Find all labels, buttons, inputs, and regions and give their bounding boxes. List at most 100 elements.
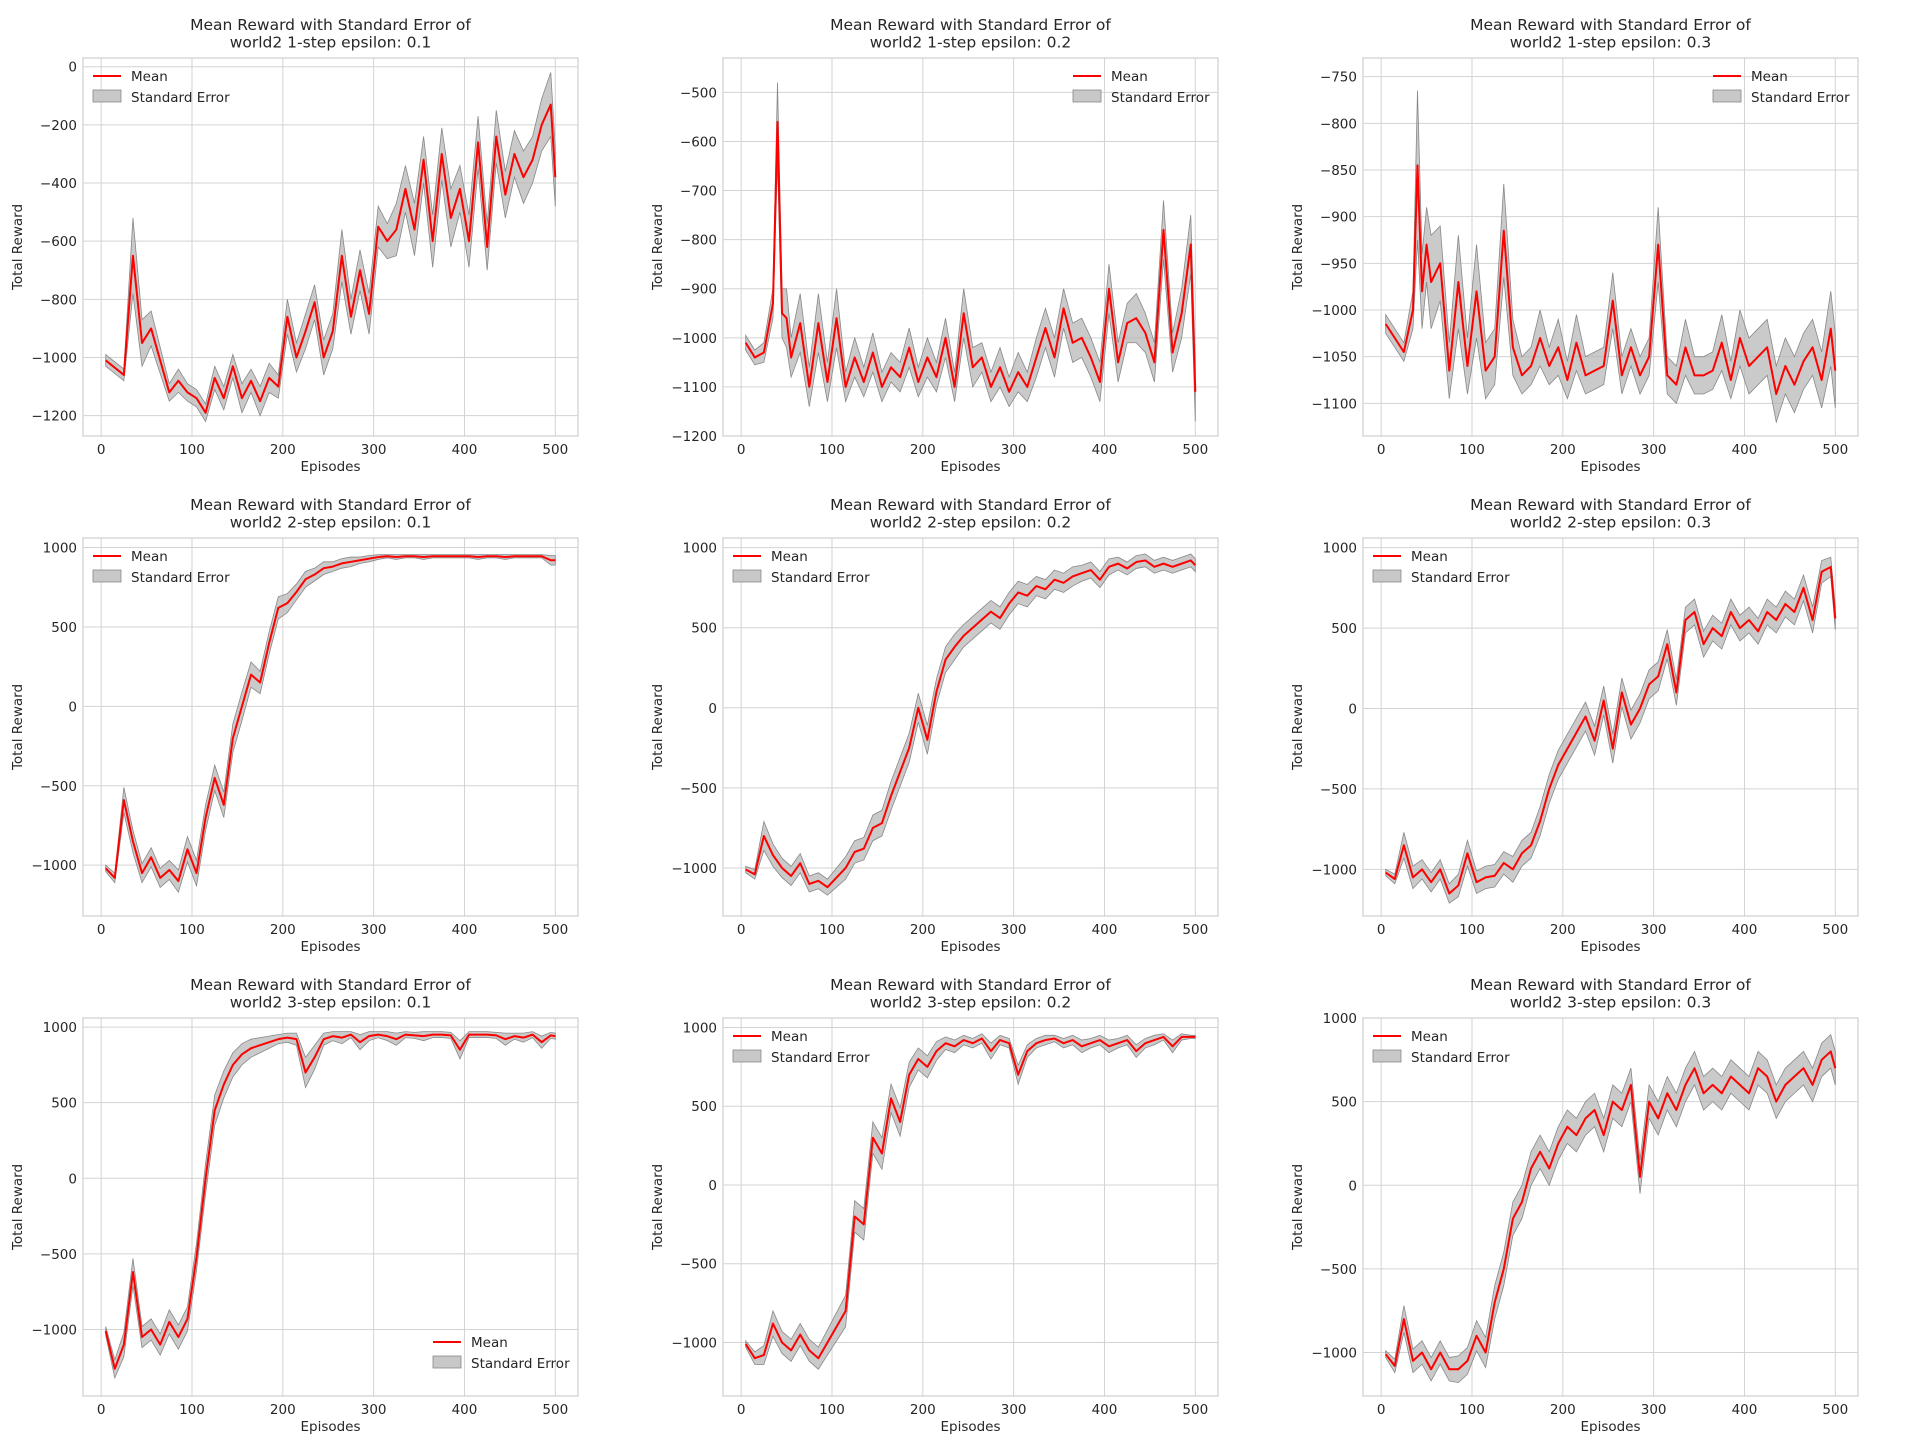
y-tick-label: −900 (1320, 210, 1357, 226)
standard-error-band (1385, 1033, 1836, 1384)
y-tick-label: −1000 (31, 350, 77, 366)
x-tick-label: 0 (1377, 1402, 1386, 1418)
y-tick-label: −1000 (671, 331, 717, 347)
y-tick-label: −950 (1320, 256, 1357, 272)
y-tick-label: 0 (708, 701, 717, 717)
mean-line (745, 559, 1197, 889)
x-tick-label: 100 (819, 1402, 845, 1418)
mean-line (104, 555, 556, 883)
y-tick-label: 500 (51, 1096, 77, 1112)
mean-line (744, 1035, 1196, 1360)
standard-error-band (745, 82, 1196, 422)
legend-se-swatch (1372, 569, 1402, 583)
chart-4: Mean Reward with Standard Error of world2… (10, 496, 579, 955)
chart-title: Mean Reward with Standard Error of world2… (190, 976, 471, 1012)
x-tick-label: 100 (1459, 442, 1485, 458)
mean-line (744, 120, 1197, 393)
x-tick-label: 500 (1182, 1402, 1208, 1418)
y-tick-label: −1000 (671, 1335, 717, 1351)
legend-se-label: Standard Error (1411, 570, 1510, 586)
x-tick-label: 300 (1641, 442, 1667, 458)
legend: Mean Standard Error (92, 549, 230, 586)
plot-frame (1362, 1017, 1859, 1397)
x-tick-label: 400 (1732, 922, 1758, 938)
x-tick-label: 400 (452, 922, 478, 938)
standard-error-band (745, 1033, 1196, 1370)
y-tick-label: −1000 (1311, 862, 1357, 878)
x-axis-label: Episodes (940, 1419, 1000, 1435)
x-axis-label: Episodes (300, 459, 360, 475)
y-tick-label: −1100 (1311, 396, 1357, 412)
x-tick-label: 200 (1550, 442, 1576, 458)
legend: Mean Standard Error (732, 1029, 870, 1066)
legend: Mean Standard Error (432, 1335, 570, 1372)
legend-se-label: Standard Error (131, 90, 230, 106)
y-axis-label: Total Reward (10, 204, 26, 291)
y-tick-label: 0 (68, 699, 77, 715)
plot-frame (82, 57, 579, 437)
legend-mean-label: Mean (1411, 1029, 1448, 1045)
x-tick-label: 0 (97, 442, 106, 458)
chart-9: Mean Reward with Standard Error of world2… (1290, 976, 1859, 1435)
x-tick-label: 200 (910, 442, 936, 458)
x-tick-label: 300 (361, 922, 387, 938)
plot-frame (722, 1017, 1219, 1397)
y-tick-label: 1000 (683, 1020, 717, 1036)
legend-mean-label: Mean (771, 549, 808, 565)
legend-mean-label: Mean (131, 69, 168, 85)
y-tick-label: 0 (1348, 702, 1357, 718)
legend: Mean Standard Error (1712, 69, 1850, 106)
legend-se-swatch (1072, 89, 1102, 103)
legend-se-swatch (432, 1355, 462, 1369)
x-tick-label: 200 (270, 442, 296, 458)
legend: Mean Standard Error (92, 69, 230, 106)
y-tick-label: −600 (40, 234, 77, 250)
chart-3: Mean Reward with Standard Error of world2… (1290, 16, 1859, 475)
standard-error-band (105, 554, 556, 894)
x-tick-label: 300 (1001, 1402, 1027, 1418)
x-tick-label: 400 (452, 1402, 478, 1418)
legend-se-label: Standard Error (1111, 90, 1210, 106)
mean-line (105, 103, 557, 414)
chart-5: Mean Reward with Standard Error of world2… (650, 496, 1219, 955)
x-tick-label: 0 (737, 1402, 746, 1418)
y-tick-label: −1000 (1311, 303, 1357, 319)
y-axis-label: Total Reward (650, 204, 666, 291)
plot-frame (82, 1017, 579, 1397)
plot-frame (722, 537, 1219, 917)
y-tick-label: −500 (40, 779, 77, 795)
legend-se-label: Standard Error (1411, 1050, 1510, 1066)
legend-se-label: Standard Error (771, 1050, 870, 1066)
x-tick-label: 400 (1092, 922, 1118, 938)
y-tick-label: 0 (68, 1171, 77, 1187)
standard-error-band (1385, 556, 1836, 904)
x-tick-label: 400 (1092, 1402, 1118, 1418)
x-tick-label: 0 (737, 922, 746, 938)
legend-se-swatch (732, 569, 762, 583)
chart-title: Mean Reward with Standard Error of world2… (830, 496, 1111, 532)
legend-mean-label: Mean (1751, 69, 1788, 85)
y-tick-label: −800 (40, 292, 77, 308)
x-tick-label: 500 (1822, 1402, 1848, 1418)
y-tick-label: 1000 (43, 1020, 77, 1036)
legend-se-swatch (1712, 89, 1742, 103)
x-tick-label: 400 (1092, 442, 1118, 458)
x-tick-label: 300 (1001, 442, 1027, 458)
x-tick-label: 200 (910, 1402, 936, 1418)
standard-error-band (745, 553, 1196, 896)
y-tick-label: 1000 (683, 541, 717, 557)
y-tick-label: 500 (691, 1099, 717, 1115)
plot-frame (82, 537, 579, 917)
legend-se-swatch (92, 89, 122, 103)
x-tick-label: 500 (1182, 922, 1208, 938)
x-tick-label: 100 (819, 922, 845, 938)
legend-se-label: Standard Error (131, 570, 230, 586)
x-tick-label: 100 (179, 922, 205, 938)
legend-mean-label: Mean (1411, 549, 1448, 565)
y-tick-label: −600 (680, 134, 717, 150)
y-tick-label: −1000 (1311, 1346, 1357, 1362)
y-tick-label: 1000 (1323, 541, 1357, 557)
legend-mean-label: Mean (471, 1335, 508, 1351)
standard-error-band (1385, 90, 1836, 424)
